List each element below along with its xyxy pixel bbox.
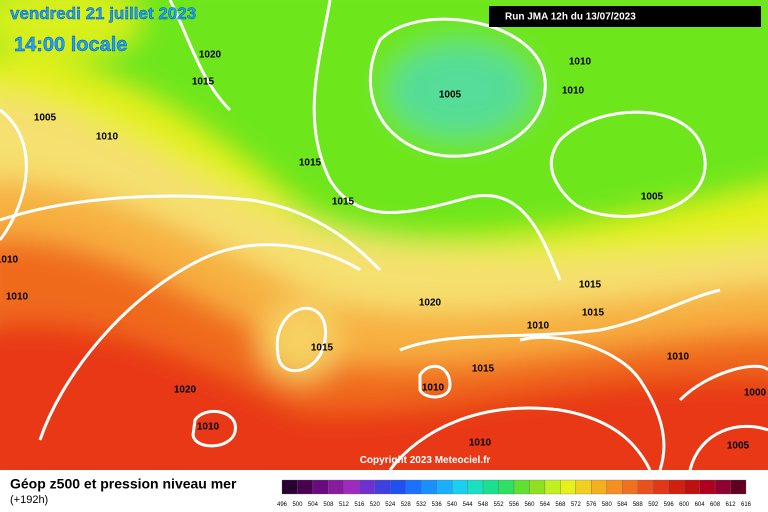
colorbar-cell (591, 479, 607, 495)
colorbar-cell (421, 479, 437, 495)
forecast-lead: (+192h) (10, 494, 48, 506)
isobar-label: 1010 (469, 438, 492, 449)
colorbar-cell (699, 479, 716, 495)
colorbar-cell (683, 479, 700, 495)
colorbar-label: 580 (602, 502, 613, 508)
colorbar-cell (668, 479, 685, 495)
isobar-label: 1015 (299, 158, 322, 169)
colorbar-label: 568 (555, 502, 566, 508)
colorbar-label: 500 (292, 502, 303, 508)
colorbar-cell (544, 479, 561, 495)
colorbar-cell (482, 479, 499, 495)
isobar-label: 1010 (569, 57, 592, 68)
colorbar-label: 548 (478, 502, 489, 508)
isobar-labels: 1020 1015 1005 1010 1005 1010 1010 1015 1015 1005… (0, 50, 767, 452)
colorbar-cell (359, 479, 375, 495)
colorbar-cell (467, 479, 484, 495)
isobar-label: 1000 (744, 388, 767, 399)
colorbar-label: 556 (509, 502, 520, 508)
isobar-label: 1020 (199, 50, 222, 61)
isobar-label: 1010 (6, 292, 29, 303)
colorbar-cell (312, 479, 329, 495)
colorbar-label: 584 (617, 502, 628, 508)
isobar-label: 1005 (439, 90, 462, 101)
isobar-label: 1005 (34, 113, 57, 124)
time: 14:00 locale (14, 34, 127, 56)
colorbar-label: 596 (664, 502, 675, 508)
colorbar-cell (606, 479, 623, 495)
isobar-label: 1015 (579, 280, 602, 291)
colorbar-label: 612 (726, 502, 737, 508)
colorbar-label: 564 (540, 502, 551, 508)
colorbar-cell (297, 479, 314, 495)
colorbar-label: 576 (586, 502, 597, 508)
geopotential-field (0, 0, 768, 500)
colorbar-cell (281, 479, 298, 495)
isobar-label: 1015 (192, 77, 215, 88)
colorbar-cell (390, 479, 406, 495)
isobar-lines (0, 0, 768, 470)
isobar-label: 1015 (332, 197, 355, 208)
date: vendredi 21 juillet 2023 (10, 4, 196, 23)
colorbar-cell (714, 479, 731, 495)
run-box (489, 6, 761, 27)
colorbar: 496 500 504 508 512 516 520 524 528 532 536 540 544 5… (277, 479, 752, 508)
colorbar-cell (560, 479, 577, 495)
colorbar-cell (343, 479, 360, 495)
colorbar-label: 600 (679, 502, 690, 508)
colorbar-cell (451, 479, 468, 495)
colorbar-label: 508 (323, 502, 334, 508)
colorbar-label: 496 (277, 502, 288, 508)
colorbar-label: 560 (524, 502, 535, 508)
colorbar-label: 608 (710, 502, 721, 508)
colorbar-label: 516 (354, 502, 365, 508)
colorbar-label: 536 (432, 502, 443, 508)
colorbar-label: 528 (401, 502, 412, 508)
colorbar-cell (328, 479, 345, 495)
colorbar-label: 592 (648, 502, 659, 508)
colorbar-cell (637, 479, 654, 495)
colorbar-cell (622, 479, 638, 495)
isobar-label: 1020 (174, 385, 197, 396)
colorbar-label: 616 (741, 502, 752, 508)
isobar-label: 1010 (667, 352, 690, 363)
colorbar-label: 540 (447, 502, 458, 508)
isobar-label: 1010 (0, 255, 19, 266)
isobar-label: 1020 (419, 298, 442, 309)
colorbar-label: 520 (370, 502, 381, 508)
isobar-label: 1015 (311, 343, 334, 354)
colorbar-label: 524 (385, 502, 396, 508)
colorbar-label: 588 (633, 502, 644, 508)
isobar-label: 1010 (527, 321, 550, 332)
colorbar-cell (374, 479, 391, 495)
colorbar-cell (405, 479, 422, 495)
isobar-label: 1010 (422, 383, 445, 394)
colorbar-label: 544 (463, 502, 474, 508)
isobar-label: 1010 (96, 132, 119, 143)
colorbar-label: 532 (416, 502, 427, 508)
isobar-label: 1010 (197, 422, 220, 433)
copyright: Copyright 2023 Meteociel.fr (360, 455, 491, 466)
colorbar-label: 504 (308, 502, 319, 508)
colorbar-label: 512 (339, 502, 350, 508)
colorbar-cell (653, 479, 669, 495)
isobar-label: 1005 (727, 441, 750, 452)
colorbar-cell (730, 479, 747, 495)
colorbar-cell (529, 479, 546, 495)
colorbar-cell (513, 479, 530, 495)
colorbar-label: 604 (695, 502, 706, 508)
isobar-label: 1015 (472, 364, 495, 375)
isobar-label: 1015 (582, 308, 605, 319)
colorbar-cell (575, 479, 592, 495)
colorbar-cell (436, 479, 453, 495)
isobar-label: 1010 (562, 86, 585, 97)
colorbar-label: 572 (571, 502, 582, 508)
colorbar-cell (498, 479, 515, 495)
legend-title: Géop z500 et pression niveau mer (10, 476, 237, 492)
isobar-label: 1005 (641, 192, 664, 203)
colorbar-label: 552 (494, 502, 505, 508)
run-info: Run JMA 12h du 13/07/2023 (505, 12, 636, 23)
